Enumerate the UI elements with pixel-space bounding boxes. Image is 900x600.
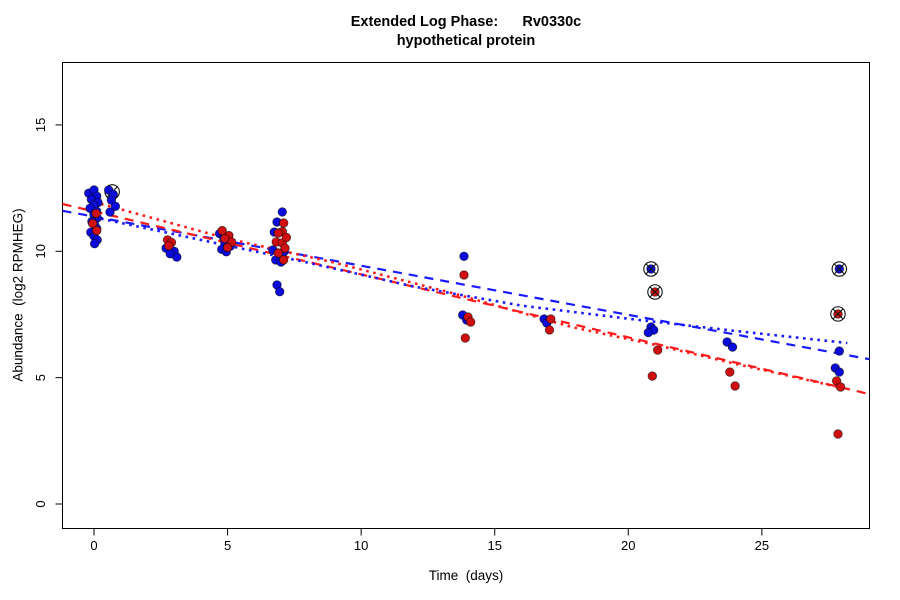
- data-point-blue: [643, 327, 654, 338]
- x-tick-label: 25: [755, 538, 769, 553]
- data-point-red: [833, 429, 843, 439]
- flagged-point-ring: [830, 306, 846, 322]
- data-point-red: [279, 218, 289, 228]
- data-point-blue: [834, 346, 845, 356]
- data-point-red: [544, 325, 555, 335]
- data-point-blue: [172, 252, 182, 262]
- data-point-red: [725, 367, 735, 377]
- trend-line-red-dashed-fit: [62, 202, 870, 396]
- data-point-red: [653, 345, 663, 355]
- x-tick-label: 10: [354, 538, 368, 553]
- flagged-point-x: [649, 286, 661, 298]
- data-point-red: [466, 317, 476, 327]
- trend-line-blue-dotted-fit: [93, 215, 848, 345]
- x-tick-label: 20: [621, 538, 635, 553]
- data-point-red: [273, 248, 284, 258]
- plot-border: [62, 62, 870, 529]
- flagged-point-ring: [831, 261, 848, 277]
- data-point-blue: [89, 238, 100, 249]
- data-point-blue: [110, 201, 121, 212]
- data-point-blue: [727, 342, 738, 352]
- data-point-blue: [275, 287, 285, 297]
- data-point-red: [730, 381, 740, 391]
- data-point-red: [546, 314, 556, 324]
- trend-line-blue-dashed-fit: [62, 209, 870, 361]
- flagged-point-ring: [643, 261, 659, 277]
- chart-subtitle: hypothetical protein: [396, 33, 536, 49]
- flagged-point-x: [645, 263, 657, 275]
- data-point-red: [87, 218, 98, 229]
- data-point-red: [222, 242, 233, 253]
- data-point-blue: [834, 367, 845, 377]
- data-point-red: [459, 270, 469, 280]
- y-tick-label: 5: [33, 374, 48, 381]
- x-tick-label: 0: [90, 538, 97, 553]
- data-point-blue: [105, 207, 115, 217]
- data-point-red: [281, 232, 292, 243]
- x-tick-label: 5: [224, 538, 231, 553]
- data-point-red: [647, 371, 658, 381]
- data-point-red: [460, 333, 471, 343]
- data-point-red: [164, 240, 174, 251]
- flagged-point-x: [833, 263, 846, 275]
- data-point-red: [835, 382, 846, 392]
- y-axis-label: Abundance (log2 RPMHEG): [10, 208, 26, 382]
- x-tick-label: 15: [487, 538, 501, 553]
- data-point-red: [91, 225, 102, 236]
- flagged-point-ring: [647, 284, 663, 300]
- chart-title: Extended Log Phase: Rv0330c: [350, 14, 582, 30]
- data-point-blue: [459, 251, 469, 261]
- flagged-point-x: [832, 308, 844, 320]
- x-axis-label: Time (days): [428, 568, 504, 583]
- y-tick-label: 0: [33, 500, 48, 507]
- y-tick-label: 15: [33, 118, 48, 132]
- trend-line-red-dotted-fit: [93, 200, 848, 391]
- y-tick-label: 10: [33, 244, 48, 258]
- data-point-red: [273, 228, 284, 238]
- data-point-red: [91, 208, 101, 219]
- data-point-blue: [277, 207, 288, 217]
- data-point-red: [279, 255, 289, 265]
- data-point-red: [280, 243, 290, 253]
